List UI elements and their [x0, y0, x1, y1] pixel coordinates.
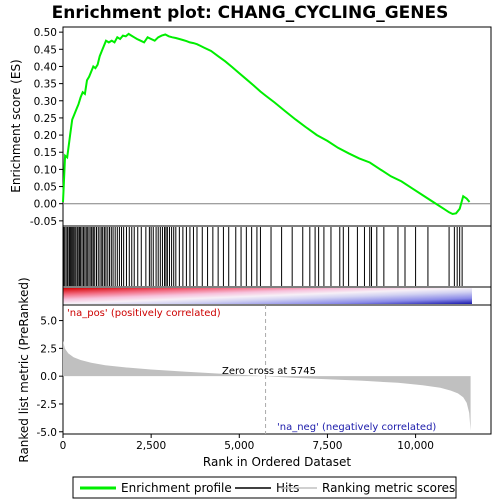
es-profile-line — [62, 32, 471, 216]
es-y-axis-label: Enrichment score (ES) — [9, 59, 23, 192]
neg-correlated-label: 'na_neg' (negatively correlated) — [277, 422, 436, 433]
es-y-tick-label: 0.25 — [34, 113, 57, 125]
es-y-tick-label: 0.00 — [34, 199, 57, 211]
hits-panel-frame — [62, 225, 492, 288]
hits-panel — [62, 225, 492, 288]
es-y-tick-label: 0.35 — [34, 79, 57, 91]
legend: Enrichment profile Hits Ranking metric s… — [72, 476, 457, 499]
metric-y-tick-label: 2.5 — [40, 343, 57, 355]
x-tick-label: 7,500 — [312, 440, 342, 452]
metric-panel: 'na_pos' (positively correlated) Zero cr… — [17, 277, 492, 469]
rank-color-bar — [62, 286, 492, 306]
es-y-tick-label: 0.45 — [34, 44, 57, 56]
es-panel: -0.05 0.00 0.05 0.10 0.15 0.20 0.25 0.30 0.35 0.4… — [9, 26, 492, 228]
legend-metric-label: Ranking metric scores — [322, 481, 455, 495]
chart-title: Enrichment plot: CHANG_CYCLING_GENES — [52, 3, 449, 23]
x-tick-label: 10,000 — [397, 440, 434, 452]
x-tick-label: 0 — [60, 440, 67, 452]
hit-markers — [63, 227, 463, 286]
metric-y-axis: -5.0 -2.5 0.0 2.5 5.0 — [37, 316, 63, 439]
metric-y-tick-label: 0.0 — [40, 371, 57, 383]
es-y-tick-label: 0.05 — [34, 182, 57, 194]
pos-correlated-label: 'na_pos' (positively correlated) — [67, 308, 221, 319]
x-axis: 0 2,500 5,000 7,500 10,000 — [60, 434, 434, 452]
metric-y-tick-label: -5.0 — [37, 427, 58, 439]
es-y-tick-label: 0.20 — [34, 130, 57, 142]
es-y-tick-label: 0.10 — [34, 164, 57, 176]
metric-y-axis-label: Ranked list metric (PreRanked) — [17, 277, 31, 462]
zero-cross-label: Zero cross at 5745 — [222, 366, 316, 377]
es-y-tick-label: 0.50 — [34, 27, 57, 39]
es-y-tick-label: 0.40 — [34, 61, 57, 73]
metric-y-tick-label: 5.0 — [40, 316, 57, 328]
es-y-tick-label: -0.05 — [30, 216, 57, 228]
legend-enrichment-label: Enrichment profile — [121, 481, 232, 495]
rank-color-bar-fill — [63, 288, 472, 304]
metric-y-tick-label: -2.5 — [37, 399, 58, 411]
x-tick-label: 5,000 — [224, 440, 254, 452]
es-panel-frame — [62, 26, 492, 227]
es-y-axis: -0.05 0.00 0.05 0.10 0.15 0.20 0.25 0.30 0.35 0.4… — [30, 27, 63, 228]
x-tick-label: 2,500 — [136, 440, 166, 452]
x-axis-label: Rank in Ordered Dataset — [203, 455, 351, 469]
es-y-tick-label: 0.30 — [34, 96, 57, 108]
es-y-tick-label: 0.15 — [34, 147, 57, 159]
